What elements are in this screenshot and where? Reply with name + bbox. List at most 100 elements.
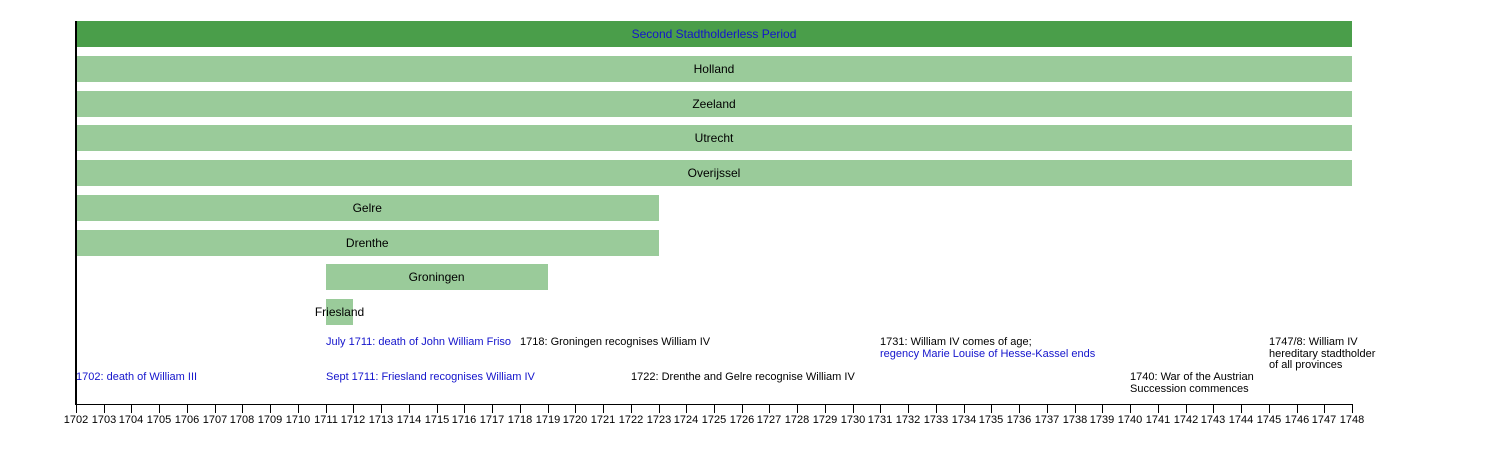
axis-tick-label-1721: 1721 [590,414,616,426]
axis-tick-1707 [215,404,216,413]
bar-label-friesland: Friesland [314,305,365,319]
annotation-july-1711-death-of-john-william-friso: July 1711: death of John William Friso [326,336,512,349]
axis-tick-label-1738: 1738 [1062,414,1088,426]
axis-tick-label-1741: 1741 [1145,414,1171,426]
axis-tick-1724 [686,404,687,413]
bar-label-zeeland: Zeeland [692,97,736,111]
axis-tick-1735 [991,404,992,413]
axis-tick-label-1735: 1735 [978,414,1004,426]
chart-left-border [75,21,77,404]
annotation-1718-groningen-recognises-william-iv: 1718: Groningen recognises William IV [520,336,711,349]
axis-tick-label-1712: 1712 [340,414,366,426]
axis-tick-1736 [1019,404,1020,413]
annotation-line: 1718: Groningen recognises William IV [520,336,711,348]
axis-tick-1725 [714,404,715,413]
axis-tick-label-1745: 1745 [1256,414,1282,426]
annotation-line[interactable]: Sept 1711: Friesland recognises William … [326,371,535,383]
axis-tick-label-1740: 1740 [1117,414,1143,426]
axis-tick-1733 [936,404,937,413]
bar-label-overijssel: Overijssel [687,166,741,180]
annotation-line: Succession commences [1130,382,1249,395]
annotation-line: of all provinces [1269,359,1343,371]
axis-tick-label-1720: 1720 [562,414,588,426]
axis-tick-1719 [548,404,549,413]
axis-tick-label-1704: 1704 [118,414,144,426]
annotation-1702-death-of-william-iii: 1702: death of William III [76,371,198,384]
bar-label-second-stadtholderless-period[interactable]: Second Stadtholderless Period [631,27,797,41]
axis-tick-label-1703: 1703 [91,414,117,426]
axis-tick-label-1723: 1723 [646,414,672,426]
axis-tick-1702 [76,404,77,413]
annotation-line: hereditary stadtholder [1269,347,1376,360]
axis-tick-1706 [187,404,188,413]
axis-tick-1747 [1324,404,1325,413]
axis-tick-label-1709: 1709 [257,414,283,426]
axis-tick-1709 [270,404,271,413]
timeline-bar-gelre: Gelre [76,195,659,221]
bar-label-holland: Holland [693,62,735,76]
axis-tick-label-1702: 1702 [63,414,89,426]
axis-tick-label-1733: 1733 [923,414,949,426]
annotation-1731-william-iv-comes-of-age: 1731: William IV comes of age; regency Ma… [880,336,1096,360]
axis-tick-label-1736: 1736 [1006,414,1032,426]
axis-tick-label-1734: 1734 [951,414,977,426]
timeline-bar-drenthe: Drenthe [76,230,659,256]
axis-tick-label-1725: 1725 [701,414,727,426]
axis-tick-label-1729: 1729 [812,414,838,426]
axis-tick-1718 [520,404,521,413]
axis-tick-1710 [298,404,299,413]
timeline-bar-friesland: Friesland [315,299,364,325]
bar-label-gelre: Gelre [352,201,382,215]
axis-tick-1708 [242,404,243,413]
axis-tick-1741 [1158,404,1159,413]
axis-tick-label-1706: 1706 [174,414,200,426]
axis-tick-label-1727: 1727 [756,414,782,426]
axis-tick-label-1715: 1715 [424,414,450,426]
annotation-1740-war-of-the-austrian: 1740: War of the Austrian Succession comm… [1130,371,1254,395]
axis-tick-1739 [1102,404,1103,413]
axis-tick-label-1726: 1726 [729,414,755,426]
axis-tick-1738 [1075,404,1076,413]
axis-tick-1737 [1047,404,1048,413]
axis-tick-label-1732: 1732 [895,414,921,426]
axis-tick-1711 [326,404,327,413]
axis-tick-label-1707: 1707 [202,414,228,426]
timeline-bar-zeeland: Zeeland [76,91,1352,117]
axis-tick-label-1705: 1705 [146,414,172,426]
annotation-line[interactable]: July 1711: death of John William Friso [326,336,512,348]
axis-tick-label-1718: 1718 [507,414,533,426]
axis-tick-1748 [1352,404,1353,413]
axis-tick-1714 [409,404,410,413]
axis-tick-1727 [769,404,770,413]
axis-tick-1726 [742,404,743,413]
axis-tick-1704 [131,404,132,413]
axis-tick-label-1716: 1716 [451,414,477,426]
axis-tick-label-1739: 1739 [1089,414,1115,426]
annotation-line[interactable]: regency Marie Louise of Hesse-Kassel end… [880,347,1096,360]
axis-tick-label-1748: 1748 [1339,414,1365,426]
axis-tick-1743 [1213,404,1214,413]
axis-tick-1716 [464,404,465,413]
axis-tick-1715 [437,404,438,413]
axis-tick-1720 [575,404,576,413]
annotation-sept-1711-friesland-recognises-william-i: Sept 1711: Friesland recognises William … [326,371,535,384]
axis-tick-1712 [353,404,354,413]
axis-tick-1746 [1297,404,1298,413]
axis-tick-label-1710: 1710 [285,414,311,426]
axis-tick-label-1708: 1708 [229,414,255,426]
axis-tick-label-1747: 1747 [1311,414,1337,426]
axis-tick-1731 [880,404,881,413]
axis-tick-1742 [1186,404,1187,413]
axis-tick-label-1724: 1724 [673,414,699,426]
timeline-bar-utrecht: Utrecht [76,125,1352,151]
axis-tick-label-1711: 1711 [314,414,338,426]
axis-tick-label-1730: 1730 [840,414,866,426]
axis-tick-1745 [1269,404,1270,413]
timeline-bar-groningen: Groningen [325,264,548,290]
axis-tick-1740 [1130,404,1131,413]
axis-tick-1728 [797,404,798,413]
bar-label-utrecht: Utrecht [694,131,734,145]
annotation-line[interactable]: 1702: death of William III [76,371,198,383]
axis-tick-1732 [908,404,909,413]
